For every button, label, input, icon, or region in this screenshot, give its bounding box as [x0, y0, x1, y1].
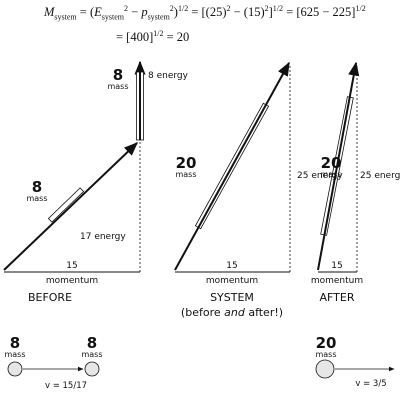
eq-token: system [147, 12, 170, 22]
equation-line: = [400]1/2 = 20 [116, 29, 189, 45]
eq-token: = [400] [116, 30, 154, 45]
eq-token: = [(25) [188, 5, 227, 20]
velocity-label: v = 3/5 [355, 379, 386, 389]
mass-number: 8 [113, 66, 123, 84]
mass-label: mass [107, 82, 128, 91]
eq-token: system [54, 12, 77, 22]
velocity-label: v = 15/17 [45, 381, 87, 391]
energy-label: 8 energy [148, 71, 189, 81]
eq-token: 2 [169, 4, 174, 13]
particle [84, 361, 100, 377]
mass-label: mass [315, 350, 336, 359]
arrow [317, 61, 360, 271]
panel-subtitle: (before and after!) [181, 306, 283, 319]
eq-token: 1/2 [272, 4, 284, 13]
eq-token: 2 [226, 4, 231, 13]
particle [7, 361, 23, 377]
eq-token: ) [173, 5, 178, 20]
momentum-value: 15 [226, 261, 237, 271]
eq-token: 1/2 [177, 4, 189, 13]
eq-token: − [128, 5, 142, 20]
mass-label: mass [320, 170, 341, 179]
arrow [174, 61, 290, 271]
arrow [3, 142, 139, 271]
eq-token: ] [268, 5, 273, 20]
panel-title: AFTER [320, 291, 355, 304]
mass-number: 8 [10, 334, 20, 352]
subtitle-part: (before [181, 306, 224, 319]
eq-token: − (15) [230, 5, 265, 20]
momentum-label: momentum [206, 276, 258, 286]
eq-token: = ( [76, 5, 95, 20]
momentum-label: momentum [46, 276, 98, 286]
energy-label: 25 energy [297, 171, 343, 181]
subtitle-part: after!) [245, 306, 283, 319]
eq-token: 2 [124, 4, 128, 13]
shapes [3, 60, 395, 379]
eq-token: = [625 − 225] [283, 5, 356, 20]
eq-token: E [94, 5, 102, 20]
momentum-value: 15 [66, 261, 77, 271]
eq-token: 1/2 [153, 29, 164, 38]
eq-token: M [44, 5, 55, 20]
panel-title: SYSTEM [210, 291, 254, 304]
mass-number: 8 [87, 334, 97, 352]
energy-label: 25 energy [360, 171, 400, 181]
eq-token: system [101, 12, 124, 22]
particle [315, 359, 335, 379]
panel-title: BEFORE [28, 291, 72, 304]
subtitle-part: and [224, 306, 246, 319]
mass-label: mass [81, 350, 102, 359]
mass-label: mass [175, 170, 196, 179]
momentum-label: momentum [311, 276, 363, 286]
eq-token: = 20 [163, 30, 190, 45]
mass-number: 8 [32, 178, 42, 196]
mass-label: mass [4, 350, 25, 359]
eq-token: p [141, 5, 148, 20]
equation-line: Msystem = (Esystem2 − psystem2)1/2 = [(2… [44, 4, 366, 22]
momentum-value: 15 [331, 261, 342, 271]
energy-label: 17 energy [80, 232, 126, 242]
eq-token: 1/2 [355, 4, 366, 13]
mass-number: 20 [321, 154, 342, 172]
mass-bar [47, 187, 85, 223]
mass-number: 20 [316, 334, 337, 352]
mass-label: mass [26, 194, 47, 203]
eq-token: 2 [264, 4, 269, 13]
mass-number: 20 [176, 154, 197, 172]
